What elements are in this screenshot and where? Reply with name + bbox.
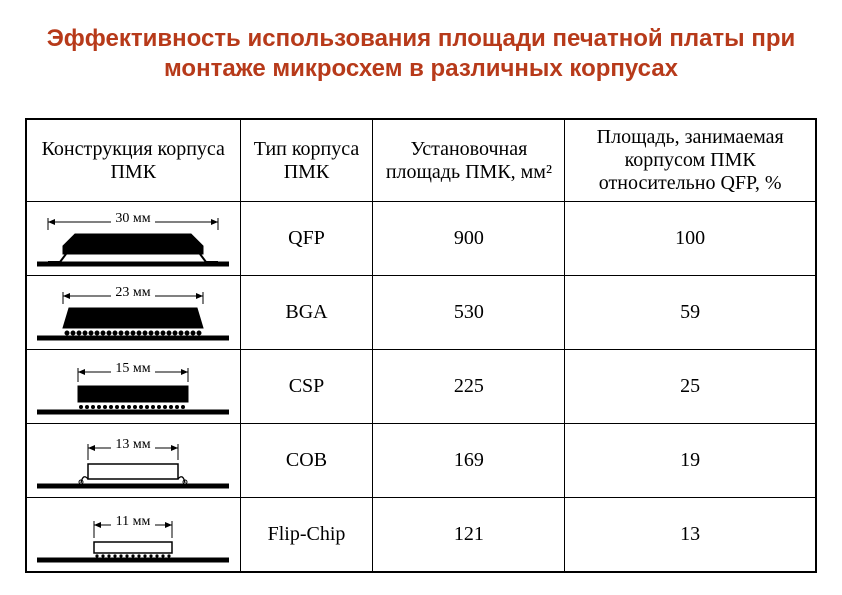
dim-label: 30 мм — [116, 211, 151, 226]
page-title: Эффективность использования площади печа… — [31, 24, 811, 84]
col-header-construction: Конструкция корпуса ПМК — [27, 120, 241, 202]
comparison-table: Конструкция корпуса ПМК Тип корпуса ПМК … — [25, 118, 817, 573]
cell-rel: 19 — [565, 424, 816, 498]
cell-rel: 59 — [565, 276, 816, 350]
table-row: 23 мм BGA 530 59 — [27, 276, 816, 350]
diagram-csp: 15 мм — [27, 350, 241, 424]
diagram-bga: 23 мм — [27, 276, 241, 350]
slide: Эффективность использования площади печа… — [0, 0, 842, 595]
dim-label: 15 мм — [116, 361, 151, 376]
cell-type: CSP — [240, 350, 373, 424]
table-row: 13 мм COB 169 19 — [27, 424, 816, 498]
cell-area: 225 — [373, 350, 565, 424]
diagram-cob: 13 мм — [27, 424, 241, 498]
table-row: 30 мм QFP 900 100 — [27, 202, 816, 276]
col-header-relative: Площадь, занимаемая корпусом ПМК относит… — [565, 120, 816, 202]
cell-area: 169 — [373, 424, 565, 498]
cell-type: QFP — [240, 202, 373, 276]
table-row: 11 мм Flip-Chip 121 13 — [27, 498, 816, 572]
cell-area: 530 — [373, 276, 565, 350]
dim-label: 11 мм — [116, 514, 151, 529]
col-header-area: Установочная площадь ПМК, мм² — [373, 120, 565, 202]
diagram-flipchip: 11 мм — [27, 498, 241, 572]
cell-type: Flip-Chip — [240, 498, 373, 572]
col-header-type: Тип корпуса ПМК — [240, 120, 373, 202]
cell-area: 900 — [373, 202, 565, 276]
dim-label: 23 мм — [116, 285, 151, 300]
diagram-qfp: 30 мм — [27, 202, 241, 276]
cell-type: COB — [240, 424, 373, 498]
table-row: 15 мм CSP 225 25 — [27, 350, 816, 424]
cell-rel: 100 — [565, 202, 816, 276]
table-header-row: Конструкция корпуса ПМК Тип корпуса ПМК … — [27, 120, 816, 202]
cell-rel: 25 — [565, 350, 816, 424]
dim-label: 13 мм — [116, 437, 151, 452]
cell-rel: 13 — [565, 498, 816, 572]
cell-type: BGA — [240, 276, 373, 350]
cell-area: 121 — [373, 498, 565, 572]
